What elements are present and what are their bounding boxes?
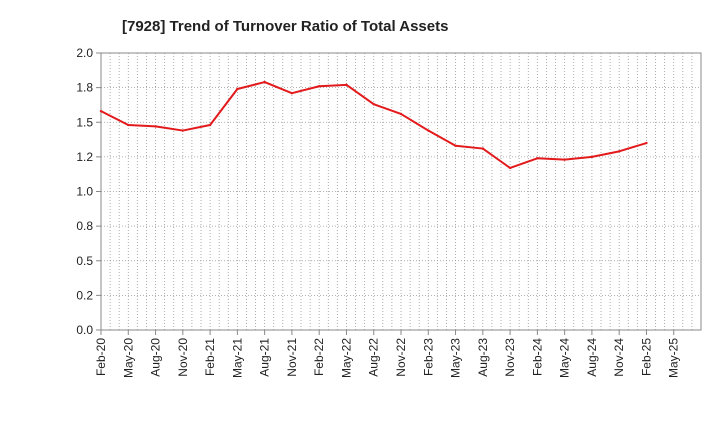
x-tick-label: May-20	[121, 338, 135, 378]
data-point	[508, 166, 512, 170]
data-point	[563, 158, 566, 161]
y-tick-label: 0.8	[76, 219, 93, 233]
y-tick-label: 1.0	[76, 185, 93, 199]
series-group	[99, 80, 648, 170]
x-tick-label: Nov-20	[176, 338, 190, 377]
data-point	[590, 155, 594, 159]
data-point	[536, 157, 539, 160]
x-tick-label: Nov-21	[285, 338, 299, 377]
data-point	[127, 123, 130, 127]
x-tick-label: Feb-25	[639, 338, 653, 376]
chart-title: [7928] Trend of Turnover Ratio of Total …	[122, 18, 448, 35]
x-tick-label: Feb-21	[203, 338, 217, 376]
x-tick-label: Feb-23	[421, 338, 435, 376]
x-tick-label: Nov-24	[612, 338, 626, 377]
data-point	[181, 129, 185, 132]
x-axis-ticks: Feb-20 May-20 Aug-20 Nov-20 Feb-21 May-21 Aug-…	[94, 330, 681, 378]
x-tick-label: Feb-22	[312, 338, 326, 376]
x-tick-label: Feb-20	[94, 338, 108, 376]
x-tick-label: Aug-22	[367, 338, 381, 377]
x-tick-label: May-23	[449, 338, 463, 378]
data-point	[99, 109, 103, 113]
grid-lines	[101, 53, 701, 330]
x-tick-label: Aug-20	[149, 338, 163, 377]
y-tick-label: 2.0	[76, 46, 93, 60]
data-point	[236, 87, 239, 91]
x-tick-label: May-25	[667, 338, 681, 378]
data-point	[617, 150, 621, 153]
data-point	[263, 80, 266, 84]
data-point	[154, 125, 157, 128]
x-tick-label: May-22	[339, 338, 353, 378]
data-point	[372, 103, 375, 106]
x-tick-label: Aug-24	[585, 338, 599, 377]
data-point	[481, 147, 485, 150]
y-tick-label: 0.0	[76, 323, 93, 337]
data-point	[454, 144, 457, 147]
y-tick-label: 1.2	[76, 150, 93, 164]
y-tick-label: 1.8	[76, 81, 93, 95]
x-tick-label: May-21	[230, 338, 244, 378]
x-tick-label: May-24	[558, 338, 572, 378]
data-point	[208, 123, 212, 127]
y-tick-label: 0.5	[76, 254, 93, 268]
data-point	[645, 141, 648, 145]
x-tick-label: Aug-23	[476, 338, 490, 377]
y-tick-label: 0.2	[76, 288, 93, 302]
data-point	[427, 129, 430, 132]
data-point	[399, 112, 403, 116]
x-tick-label: Nov-23	[503, 338, 517, 377]
data-point	[317, 85, 321, 88]
x-tick-label: Feb-24	[530, 338, 544, 376]
x-tick-label: Nov-22	[394, 338, 408, 377]
y-tick-label: 1.5	[76, 115, 93, 129]
x-tick-label: Aug-21	[258, 338, 272, 377]
plot-frame	[100, 52, 702, 331]
y-axis-ticks: 0.0 0.2 0.5 0.8 1.0 1.2 1.5 1.8 2.0	[76, 46, 101, 337]
data-point	[290, 91, 294, 95]
data-point	[345, 83, 348, 87]
